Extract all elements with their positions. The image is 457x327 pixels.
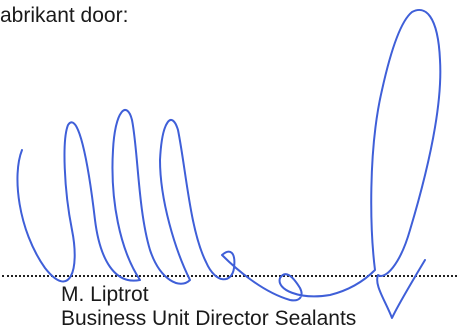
signatory-title: Business Unit Director Sealants — [61, 307, 357, 327]
signature-line — [2, 275, 457, 277]
signatory-name: M. Liptrot — [61, 283, 149, 306]
intro-text: abrikant door: — [0, 4, 129, 27]
